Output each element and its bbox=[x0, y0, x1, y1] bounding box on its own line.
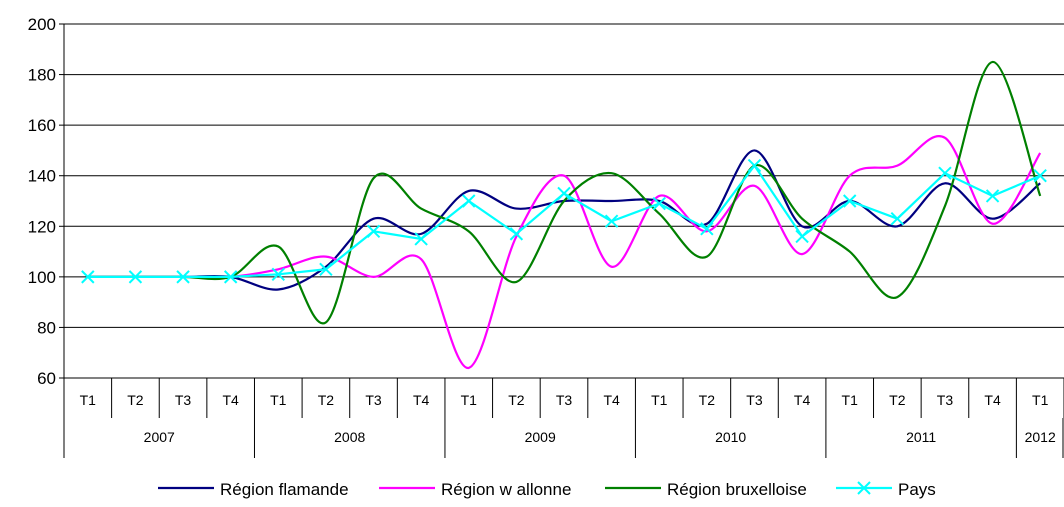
data-point-pays bbox=[1033, 169, 1047, 183]
y-tick-label: 140 bbox=[28, 167, 56, 186]
marker-stroke bbox=[652, 196, 666, 211]
series-line-pays bbox=[87, 163, 1041, 278]
legend-item: Région w allonne bbox=[379, 480, 571, 499]
data-point-pays bbox=[700, 222, 714, 236]
quarter-label: T4 bbox=[794, 392, 811, 408]
data-point-pays bbox=[128, 270, 143, 284]
quarter-label: T1 bbox=[842, 392, 859, 408]
quarter-label: T4 bbox=[222, 392, 239, 408]
quarter-label: T1 bbox=[80, 392, 97, 408]
data-point-pays bbox=[509, 227, 524, 241]
data-point-pays bbox=[81, 270, 95, 284]
series-line-region-w-allonne bbox=[87, 135, 1042, 369]
y-tick-label: 120 bbox=[28, 217, 56, 236]
year-label: 2011 bbox=[906, 429, 936, 445]
marker-stroke bbox=[462, 194, 476, 208]
legend: Région flamande Région w allonne Région br… bbox=[158, 480, 936, 499]
legend-marker bbox=[857, 481, 871, 495]
data-point-pays bbox=[843, 194, 857, 208]
marker-stroke bbox=[366, 224, 381, 239]
legend-item: Région flamande bbox=[158, 480, 349, 499]
year-label: 2012 bbox=[1025, 429, 1056, 445]
data-point-pays bbox=[747, 158, 762, 173]
marker-stroke bbox=[271, 267, 285, 282]
quarter-label: T4 bbox=[984, 392, 1001, 408]
data-point-pays bbox=[890, 211, 905, 226]
quarter-label: T2 bbox=[508, 392, 525, 408]
marker-stroke bbox=[557, 186, 571, 201]
data-point-pays bbox=[938, 166, 952, 180]
marker-stroke bbox=[81, 270, 95, 284]
data-point-pays bbox=[652, 196, 666, 211]
marker-stroke bbox=[843, 194, 857, 208]
quarter-label: T2 bbox=[127, 392, 144, 408]
y-tick-label: 160 bbox=[28, 116, 56, 135]
marker-stroke bbox=[604, 214, 619, 228]
data-point-pays bbox=[414, 232, 428, 246]
quarter-label: T4 bbox=[413, 392, 430, 408]
series-line-region-bruxelloise bbox=[87, 60, 1042, 325]
quarter-label: T3 bbox=[556, 392, 573, 408]
marker-stroke bbox=[509, 227, 524, 241]
y-tick-label: 80 bbox=[37, 318, 56, 337]
data-point-pays bbox=[604, 214, 619, 228]
quarter-label: T2 bbox=[318, 392, 335, 408]
marker-stroke bbox=[747, 158, 762, 173]
marker-stroke bbox=[985, 189, 1000, 203]
data-point-pays bbox=[319, 262, 333, 276]
quarter-label: T1 bbox=[1032, 392, 1049, 408]
data-point-pays bbox=[366, 224, 381, 239]
marker-stroke bbox=[414, 232, 428, 246]
quarter-label: T3 bbox=[746, 392, 763, 408]
y-tick-label: 100 bbox=[28, 268, 56, 287]
legend-label: Région flamande bbox=[220, 480, 349, 499]
quarter-label: T1 bbox=[461, 392, 478, 408]
data-point-pays bbox=[223, 270, 238, 284]
axis-layer: 60 80 100 120 140 160 180 200 T1 T2 T3 T4 T1 T2 T3 T4 T1… bbox=[28, 15, 1064, 458]
data-point-pays bbox=[462, 194, 476, 208]
legend-label: Région w allonne bbox=[441, 480, 571, 499]
y-tick-label: 60 bbox=[37, 369, 56, 388]
quarter-label: T4 bbox=[603, 392, 620, 408]
year-label: 2007 bbox=[144, 429, 175, 445]
quarter-label: T1 bbox=[270, 392, 287, 408]
legend-item: Région bruxelloise bbox=[605, 480, 807, 499]
marker-stroke bbox=[223, 270, 238, 284]
data-point-pays bbox=[271, 267, 285, 282]
marker-stroke bbox=[1033, 169, 1047, 183]
series-line-region-flamande bbox=[87, 149, 1041, 291]
year-label: 2008 bbox=[334, 429, 365, 445]
quarter-label: T3 bbox=[365, 392, 382, 408]
legend-item: Pays bbox=[836, 480, 936, 499]
y-tick-label: 180 bbox=[28, 66, 56, 85]
year-label: 2009 bbox=[525, 429, 556, 445]
marker-stroke bbox=[128, 270, 143, 284]
quarter-label: T2 bbox=[889, 392, 906, 408]
marker-stroke bbox=[795, 229, 809, 244]
series-layer bbox=[81, 60, 1047, 369]
marker-stroke bbox=[319, 262, 333, 276]
y-tick-label: 200 bbox=[28, 15, 56, 34]
marker-stroke bbox=[890, 211, 905, 226]
data-point-pays bbox=[795, 229, 809, 244]
marker-stroke bbox=[176, 270, 190, 284]
data-point-pays bbox=[176, 270, 190, 284]
quarter-label: T2 bbox=[699, 392, 716, 408]
data-point-pays bbox=[557, 186, 571, 201]
marker-stroke bbox=[938, 166, 952, 180]
legend-label: Région bruxelloise bbox=[667, 480, 807, 499]
year-label: 2010 bbox=[715, 429, 746, 445]
marker-stroke bbox=[700, 222, 714, 236]
data-point-pays bbox=[985, 189, 1000, 203]
legend-label: Pays bbox=[898, 480, 936, 499]
quarter-label: T1 bbox=[651, 392, 668, 408]
quarter-label: T3 bbox=[175, 392, 192, 408]
quarter-label: T3 bbox=[937, 392, 954, 408]
